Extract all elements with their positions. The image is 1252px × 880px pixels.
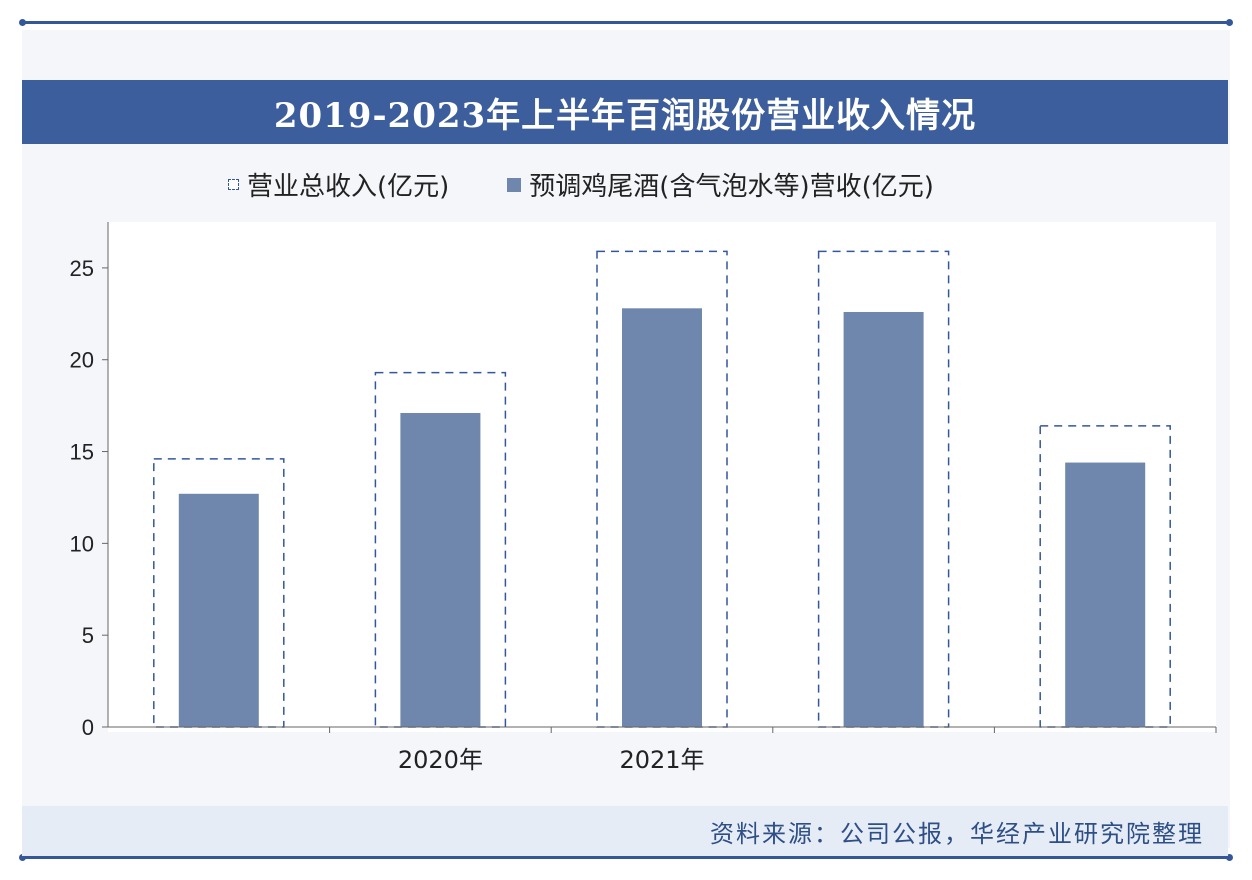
x-tick-label-2: 2021年 — [619, 746, 704, 774]
y-tick-label-3: 15 — [70, 440, 94, 465]
y-tick-label-0: 0 — [82, 715, 94, 740]
legend-item-cocktail: 预调鸡尾酒(含气泡水等)营收(亿元) — [507, 166, 934, 203]
legend-label-cocktail: 预调鸡尾酒(含气泡水等)营收(亿元) — [529, 172, 934, 202]
cocktail-revenue-bar-1 — [400, 412, 481, 727]
cocktail-revenue-bar-0 — [178, 493, 259, 727]
cocktail-revenue-bar-4 — [1065, 462, 1146, 727]
total-revenue-outline-3 — [817, 250, 950, 728]
source-bar — [22, 806, 1228, 856]
legend-swatch-cocktail — [507, 177, 522, 192]
chart-title: 2019-2023年上半年百润股份营业收入情况 — [22, 80, 1228, 144]
y-tick-label-4: 20 — [70, 348, 94, 373]
legend-item-total: 营业总收入(亿元) — [228, 166, 449, 203]
legend: 营业总收入(亿元) 预调鸡尾酒(含气泡水等)营收(亿元) — [228, 166, 934, 203]
bottom-border — [19, 854, 1233, 861]
legend-swatch-total — [228, 179, 239, 190]
y-tick-label-5: 25 — [70, 256, 94, 281]
y-tick-label-1: 5 — [82, 623, 94, 648]
x-tick-label-1: 2020年 — [398, 746, 483, 774]
cocktail-revenue-bar-3 — [843, 311, 924, 727]
total-revenue-outline-2 — [596, 250, 728, 728]
legend-label-total: 营业总收入(亿元) — [247, 172, 450, 202]
source-note: 资料来源：公司公报，华经产业研究院整理 — [710, 820, 1204, 848]
y-tick-label-2: 10 — [70, 531, 94, 556]
cocktail-revenue-bar-2 — [622, 308, 702, 727]
top-border — [19, 19, 1233, 26]
